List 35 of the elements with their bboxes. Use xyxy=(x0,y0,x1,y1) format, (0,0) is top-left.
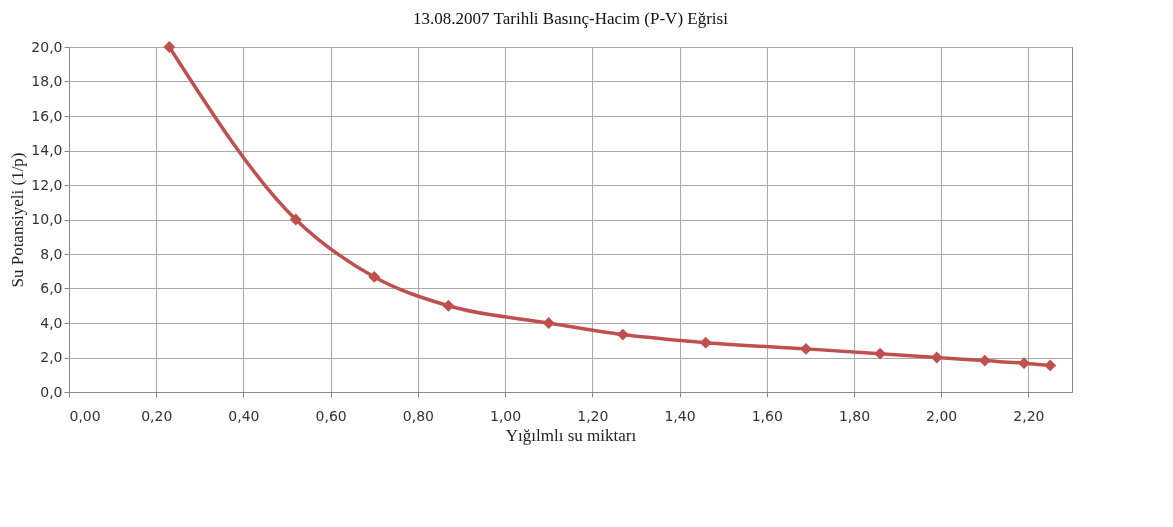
y-tick-label: 14,0 xyxy=(31,142,63,158)
x-tick-label: 0,40 xyxy=(228,407,260,424)
x-axis-title: Yığılmlı su miktarı xyxy=(505,425,637,445)
point xyxy=(800,342,812,355)
y-tick-label: 12,0 xyxy=(31,176,63,193)
y-tick-label: 2,0 xyxy=(40,349,63,365)
point xyxy=(368,271,381,283)
x-tick-label: 0,20 xyxy=(141,407,173,424)
x-tick-label: 2,00 xyxy=(926,407,958,424)
x-tick-label: 1,80 xyxy=(838,407,871,424)
y-axis-title: Su Potansiyeli (1/p) xyxy=(8,152,28,288)
y-tick-label: 4,0 xyxy=(40,314,63,331)
point xyxy=(289,213,302,226)
x-tick-label: 0,80 xyxy=(402,407,434,424)
y-tick-label: 10,0 xyxy=(31,211,63,227)
y-tick-label: 6,0 xyxy=(40,280,63,296)
y-tick-label: 20,0 xyxy=(31,38,63,55)
x-tick-label: 0,00 xyxy=(69,407,101,424)
y-tick-label: 0,0 xyxy=(40,383,63,400)
x-tick-label: 1,20 xyxy=(577,407,609,424)
x-tick-label: 0,60 xyxy=(315,407,347,424)
y-tick-label: 16,0 xyxy=(31,107,63,124)
point xyxy=(1044,359,1057,372)
x-tick-label: 1,00 xyxy=(490,407,522,424)
point xyxy=(542,317,555,329)
chart-title: 13.08.2007 Tarihli Basınç-Hacim (P-V) Eğrisi xyxy=(413,9,729,28)
point xyxy=(163,41,176,53)
point xyxy=(442,299,455,312)
x-tick-label: 1,60 xyxy=(751,407,783,424)
x-tick-label: 1,40 xyxy=(664,407,696,424)
point xyxy=(1018,357,1030,370)
x-tick-label: 2,20 xyxy=(1013,407,1045,424)
y-tick-label: 8,0 xyxy=(40,245,63,262)
y-tick-label: 18,0 xyxy=(31,73,63,89)
point xyxy=(616,328,629,341)
